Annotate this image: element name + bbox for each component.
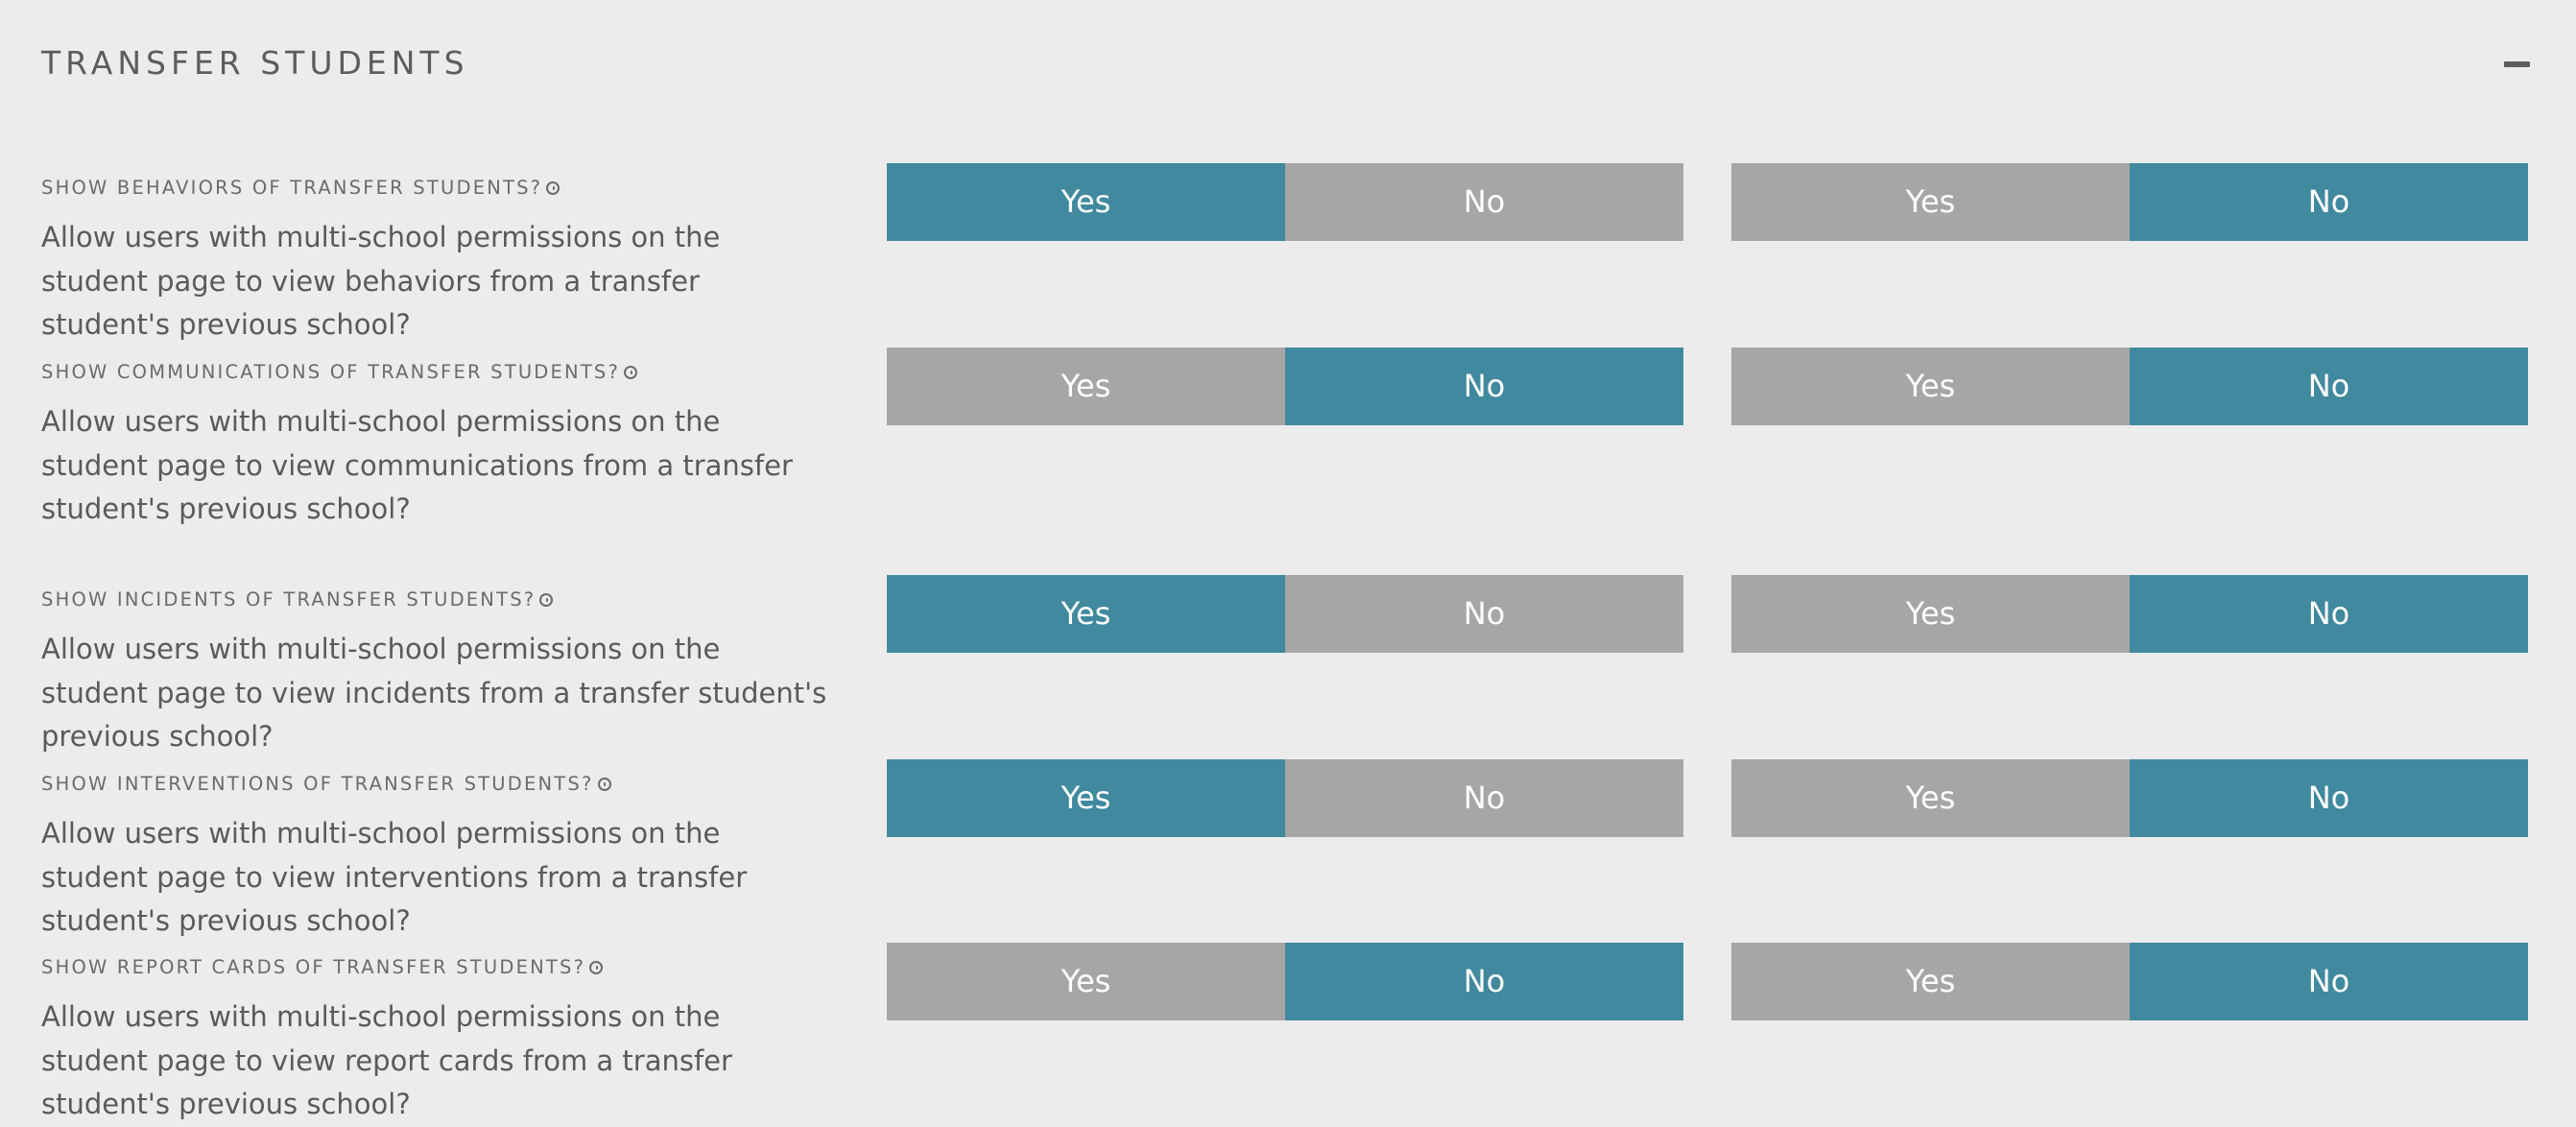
setting-label: SHOW REPORT CARDS OF TRANSFER STUDENTS?	[41, 955, 604, 980]
toggle-no-button[interactable]: No	[2130, 943, 2528, 1020]
info-icon[interactable]	[624, 366, 638, 379]
info-icon[interactable]	[597, 778, 611, 791]
toggle-yes-button[interactable]: Yes	[887, 575, 1285, 653]
toggle-group-primary: Yes No	[887, 348, 1683, 425]
toggle-no-button[interactable]: No	[1285, 163, 1683, 241]
toggle-group-secondary: Yes No	[1731, 943, 2528, 1020]
toggle-group-secondary: Yes No	[1731, 348, 2528, 425]
toggle-yes-button[interactable]: Yes	[1731, 943, 2130, 1020]
toggle-no-button[interactable]: No	[2130, 575, 2528, 653]
section-header: TRANSFER STUDENTS	[41, 42, 2535, 86]
setting-label: SHOW INCIDENTS OF TRANSFER STUDENTS?	[41, 587, 554, 612]
toggle-group-primary: Yes No	[887, 943, 1683, 1020]
setting-label: SHOW INTERVENTIONS OF TRANSFER STUDENTS?	[41, 772, 611, 797]
setting-description: Allow users with multi-school permission…	[41, 221, 721, 341]
setting-label: SHOW BEHAVIORS OF TRANSFER STUDENTS?	[41, 176, 561, 201]
toggle-yes-button[interactable]: Yes	[1731, 348, 2130, 425]
setting-description: Allow users with multi-school permission…	[41, 405, 793, 525]
section-title: TRANSFER STUDENTS	[41, 44, 469, 82]
info-icon[interactable]	[546, 181, 561, 195]
info-icon[interactable]	[589, 961, 604, 974]
setting-label: SHOW COMMUNICATIONS OF TRANSFER STUDENTS…	[41, 360, 638, 385]
toggle-yes-button[interactable]: Yes	[887, 348, 1285, 425]
toggle-group-primary: Yes No	[887, 163, 1683, 241]
toggle-group-primary: Yes No	[887, 575, 1683, 653]
toggle-group-secondary: Yes No	[1731, 759, 2528, 837]
toggle-group-secondary: Yes No	[1731, 575, 2528, 653]
setting-description: Allow users with multi-school permission…	[41, 1000, 732, 1120]
toggle-no-button[interactable]: No	[1285, 575, 1683, 653]
toggle-no-button[interactable]: No	[1285, 943, 1683, 1020]
toggle-yes-button[interactable]: Yes	[887, 943, 1285, 1020]
toggle-group-secondary: Yes No	[1731, 163, 2528, 241]
setting-description: Allow users with multi-school permission…	[41, 633, 827, 753]
toggle-yes-button[interactable]: Yes	[887, 759, 1285, 837]
toggle-yes-button[interactable]: Yes	[1731, 163, 2130, 241]
toggle-group-primary: Yes No	[887, 759, 1683, 837]
info-icon[interactable]	[539, 593, 554, 607]
toggle-no-button[interactable]: No	[2130, 163, 2528, 241]
toggle-yes-button[interactable]: Yes	[1731, 575, 2130, 653]
collapse-button[interactable]	[2500, 52, 2535, 77]
toggle-no-button[interactable]: No	[1285, 759, 1683, 837]
toggle-no-button[interactable]: No	[2130, 759, 2528, 837]
toggle-yes-button[interactable]: Yes	[1731, 759, 2130, 837]
minus-icon	[2504, 61, 2530, 67]
setting-description: Allow users with multi-school permission…	[41, 817, 748, 937]
toggle-yes-button[interactable]: Yes	[887, 163, 1285, 241]
toggle-no-button[interactable]: No	[1285, 348, 1683, 425]
toggle-no-button[interactable]: No	[2130, 348, 2528, 425]
